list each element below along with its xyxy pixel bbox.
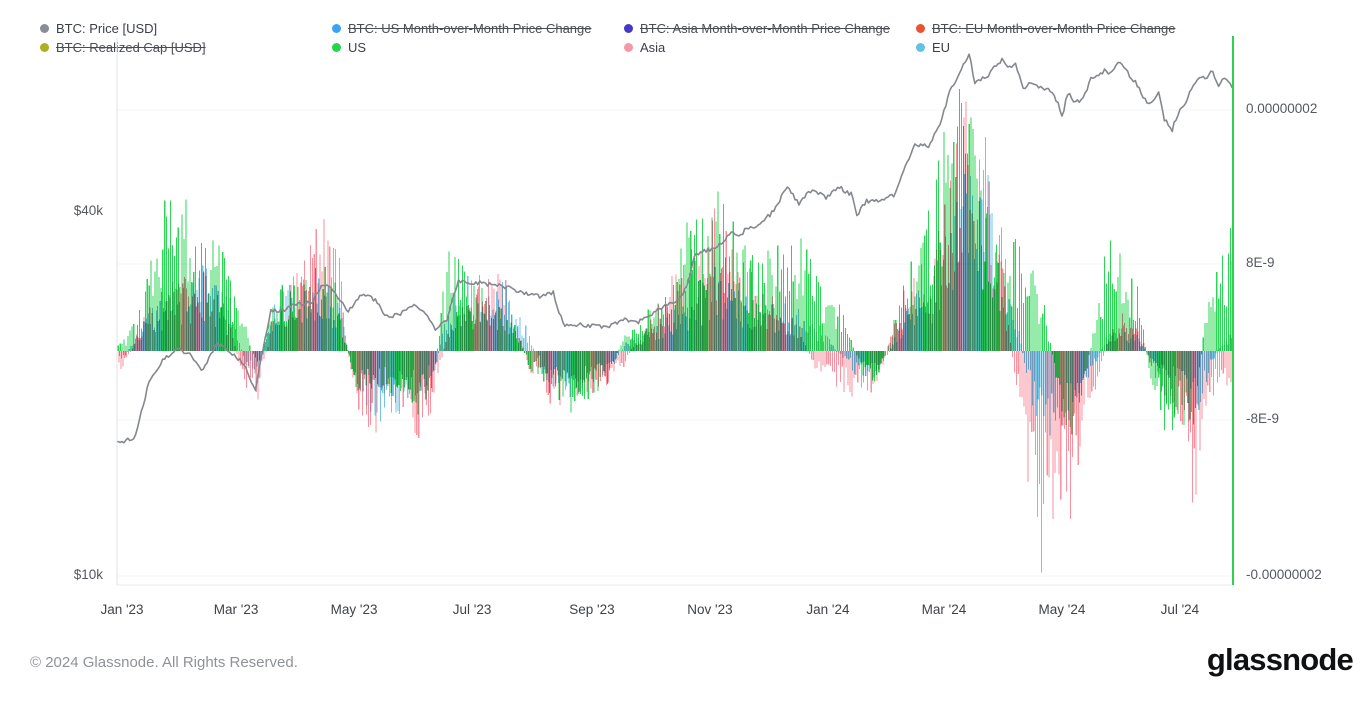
bars-us — [117, 89, 1233, 435]
legend-dot-icon — [916, 24, 925, 33]
legend-label: BTC: EU Month-over-Month Price Change — [932, 21, 1176, 36]
x-axis-tick: Jan '23 — [100, 602, 144, 617]
y-axis-right-tick: -8E-9 — [1246, 411, 1280, 426]
legend-row-1: BTC: Price [USD] BTC: US Month-over-Month… — [0, 19, 1371, 38]
bars-eu — [119, 174, 1235, 436]
legend-dot-icon — [916, 43, 925, 52]
legend-label: BTC: US Month-over-Month Price Change — [348, 21, 592, 36]
legend-label: US — [348, 40, 367, 55]
y-axis-right-tick: -0.00000002 — [1246, 567, 1322, 582]
x-axis-tick: May '24 — [1038, 602, 1086, 617]
legend-item[interactable]: BTC: Price [USD] — [40, 19, 157, 38]
bars-asia — [118, 101, 1234, 573]
y-axis-right-tick: 8E-9 — [1246, 255, 1275, 270]
legend-label: BTC: Asia Month-over-Month Price Change — [640, 21, 890, 36]
legend-dot-icon — [40, 43, 49, 52]
legend-dot-icon — [40, 24, 49, 33]
x-axis-tick: Jan '24 — [806, 602, 850, 617]
y-axis-left-tick: $10k — [73, 567, 103, 582]
legend-item[interactable]: BTC: US Month-over-Month Price Change — [332, 19, 591, 38]
x-axis-tick: Nov '23 — [687, 602, 733, 617]
legend-dot-icon — [624, 43, 633, 52]
legend-dot-icon — [332, 24, 341, 33]
legend-label: BTC: Realized Cap [USD] — [56, 40, 206, 55]
btc-price-line — [117, 53, 1233, 444]
x-axis-tick: Mar '23 — [213, 602, 259, 617]
y-axis-right-tick: 0.00000002 — [1246, 101, 1318, 116]
legend-row-2: BTC: Realized Cap [USD] US Asia EU — [0, 38, 1371, 57]
legend-item[interactable]: EU — [916, 38, 950, 57]
legend-label: EU — [932, 40, 951, 55]
y-axis-left-tick: $40k — [73, 203, 103, 218]
x-axis-tick: May '23 — [330, 602, 378, 617]
x-axis-tick: Mar '24 — [921, 602, 967, 617]
legend-label: BTC: Price [USD] — [56, 21, 158, 36]
copyright-text: © 2024 Glassnode. All Rights Reserved. — [30, 654, 298, 671]
legend-dot-icon — [624, 24, 633, 33]
x-axis-tick: Jul '23 — [452, 602, 492, 617]
legend-dot-icon — [332, 43, 341, 52]
glassnode-logo: glassnode — [1206, 642, 1354, 677]
legend-item[interactable]: US — [332, 38, 366, 57]
legend-item[interactable]: BTC: EU Month-over-Month Price Change — [916, 19, 1175, 38]
x-axis-tick: Jul '24 — [1160, 602, 1200, 617]
legend-item[interactable]: BTC: Realized Cap [USD] — [40, 38, 206, 57]
legend-label: Asia — [640, 40, 666, 55]
x-axis-tick: Sep '23 — [569, 602, 615, 617]
legend-item[interactable]: Asia — [624, 38, 665, 57]
legend-item[interactable]: BTC: Asia Month-over-Month Price Change — [624, 19, 890, 38]
